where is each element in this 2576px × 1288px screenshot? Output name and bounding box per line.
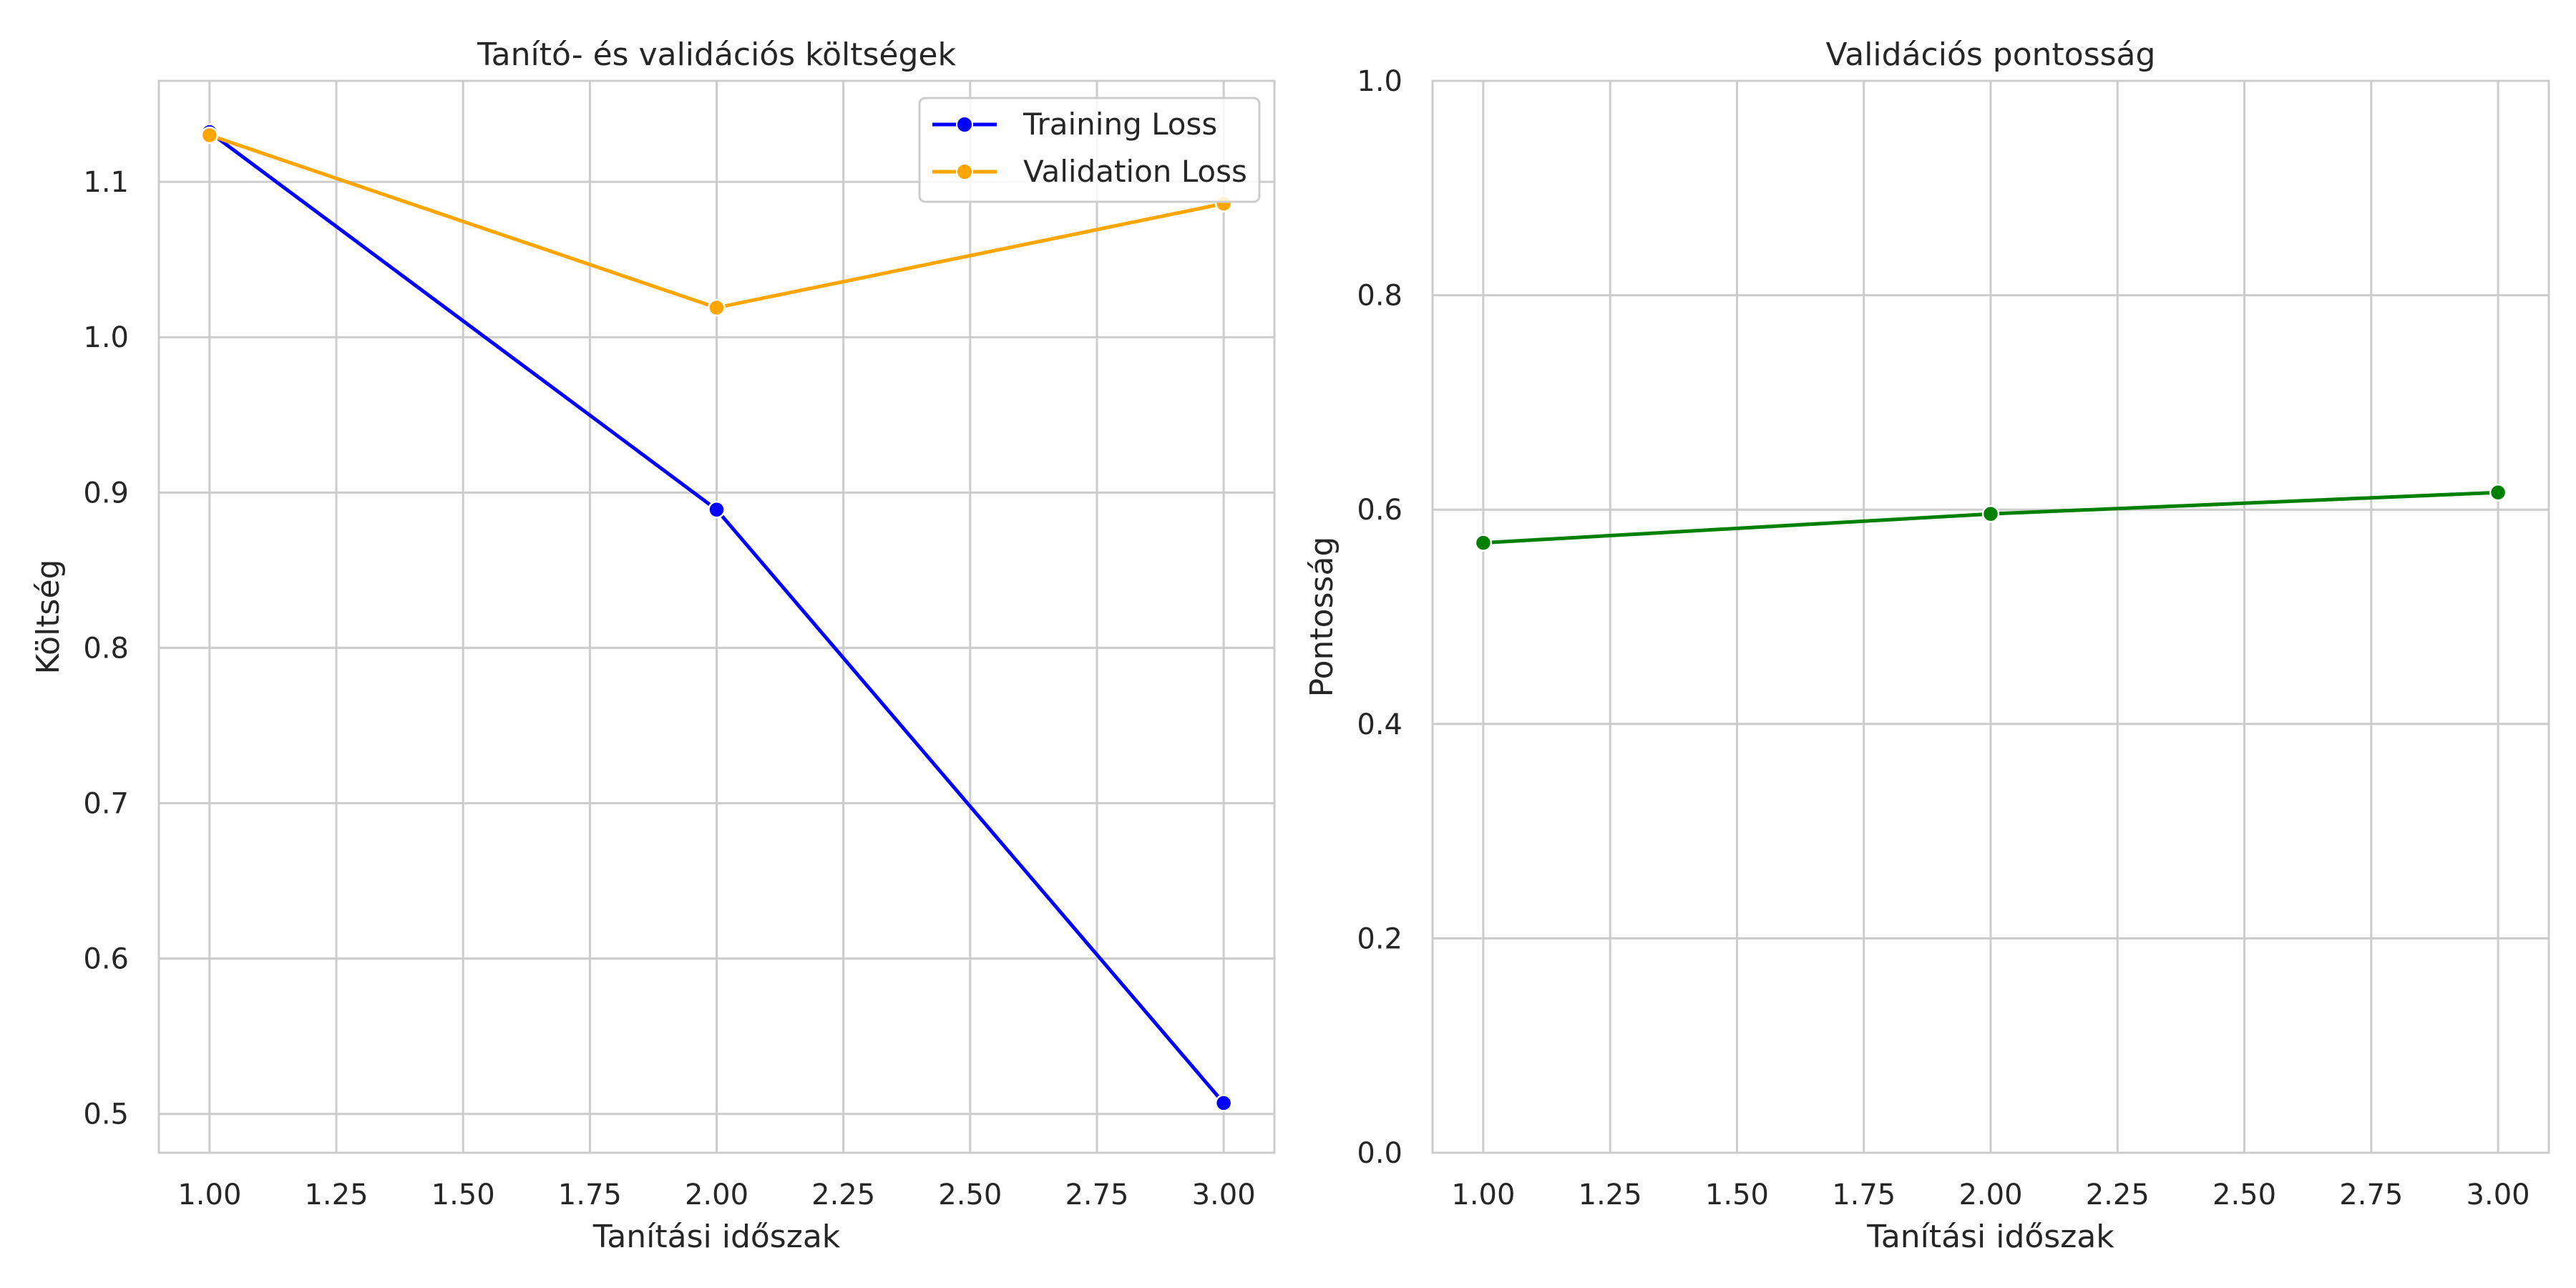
accuracy-x-tick-label: 1.25 — [1579, 1179, 1642, 1211]
accuracy-y-tick-label: 1.0 — [1357, 65, 1402, 98]
validation-loss-point — [200, 126, 219, 145]
accuracy-chart-grid — [1433, 79, 2549, 1154]
accuracy-chart-panel: 1.00 1.25 1.50 1.75 2.00 2.25 2.50 2.75 3.00 0.0 0… — [1304, 36, 2550, 1255]
accuracy-x-tick-label: 2.00 — [1958, 1179, 2022, 1211]
accuracy-x-tick-label: 2.75 — [2339, 1179, 2403, 1211]
loss-chart-x-axis-label: Tanítási időszak — [592, 1219, 841, 1255]
loss-x-tick-label: 3.00 — [1192, 1179, 1256, 1211]
loss-y-tick-label: 0.5 — [83, 1098, 129, 1131]
accuracy-y-tick-label: 0.4 — [1357, 708, 1402, 741]
legend-marker-validation-loss — [956, 163, 973, 180]
loss-chart-title: Tanító- és validációs költségek — [477, 36, 956, 73]
accuracy-y-tick-label: 0.8 — [1357, 280, 1402, 313]
loss-chart-panel: 1.00 1.25 1.50 1.75 2.00 2.25 2.50 2.75 3.00 0.5 0… — [30, 36, 1276, 1255]
loss-x-tick-label: 1.50 — [431, 1179, 495, 1211]
legend-box — [918, 97, 1261, 203]
accuracy-chart-y-axis-label: Pontosság — [1304, 537, 1340, 698]
accuracy-x-tick-label: 3.00 — [2467, 1179, 2530, 1211]
loss-chart-grid — [159, 81, 1274, 1153]
accuracy-y-tick-label: 0.2 — [1357, 922, 1402, 955]
validation-accuracy-point — [2489, 483, 2507, 502]
legend-marker-training-loss — [956, 116, 973, 133]
loss-chart-legend: Training Loss Validation Loss — [918, 97, 1261, 203]
accuracy-y-tick-label: 0.6 — [1357, 494, 1402, 527]
accuracy-chart-title: Validációs pontosság — [1826, 36, 2156, 73]
loss-y-tick-label: 1.0 — [83, 321, 129, 354]
accuracy-x-tick-label: 1.75 — [1832, 1179, 1896, 1211]
loss-chart-frame — [157, 79, 1276, 1154]
accuracy-y-tick-label: 0.0 — [1357, 1137, 1402, 1170]
accuracy-x-tick-label: 2.25 — [2086, 1179, 2150, 1211]
legend-label-validation-loss: Validation Loss — [1023, 154, 1247, 189]
accuracy-x-tick-label: 2.50 — [2212, 1179, 2276, 1211]
accuracy-chart-x-axis-label: Tanítási időszak — [1866, 1219, 2114, 1255]
loss-x-tick-label: 1.25 — [304, 1179, 368, 1211]
loss-x-tick-label: 2.25 — [811, 1179, 875, 1211]
loss-chart-series — [200, 123, 1233, 1112]
loss-x-tick-label: 1.75 — [558, 1179, 622, 1211]
loss-y-tick-label: 1.1 — [83, 166, 129, 199]
legend-label-training-loss: Training Loss — [1023, 107, 1217, 142]
accuracy-chart-frame — [1431, 79, 2550, 1154]
validation-accuracy-point — [1981, 504, 2000, 523]
loss-y-tick-label: 0.8 — [83, 632, 129, 665]
loss-x-tick-label: 2.75 — [1065, 1179, 1128, 1211]
loss-x-tick-label: 1.00 — [177, 1179, 241, 1211]
validation-accuracy-point — [1474, 534, 1493, 552]
loss-y-tick-label: 0.6 — [83, 943, 129, 976]
loss-y-tick-label: 0.9 — [83, 477, 129, 509]
loss-chart-y-axis-label: Költség — [30, 560, 67, 675]
training-loss-point — [1214, 1094, 1233, 1112]
loss-x-tick-label: 2.50 — [938, 1179, 1002, 1211]
accuracy-x-tick-label: 1.00 — [1451, 1179, 1515, 1211]
training-loss-point — [708, 500, 726, 519]
loss-x-tick-label: 2.00 — [685, 1179, 748, 1211]
accuracy-x-tick-label: 1.50 — [1705, 1179, 1769, 1211]
loss-y-tick-label: 0.7 — [83, 788, 129, 821]
accuracy-chart-ticks: 1.00 1.25 1.50 1.75 2.00 2.25 2.50 2.75 3.00 0.0 0… — [1357, 65, 2529, 1211]
loss-chart-ticks: 1.00 1.25 1.50 1.75 2.00 2.25 2.50 2.75 3.00 0.5 0… — [83, 166, 1255, 1211]
accuracy-chart-series — [1474, 483, 2507, 552]
validation-loss-point — [708, 298, 726, 317]
